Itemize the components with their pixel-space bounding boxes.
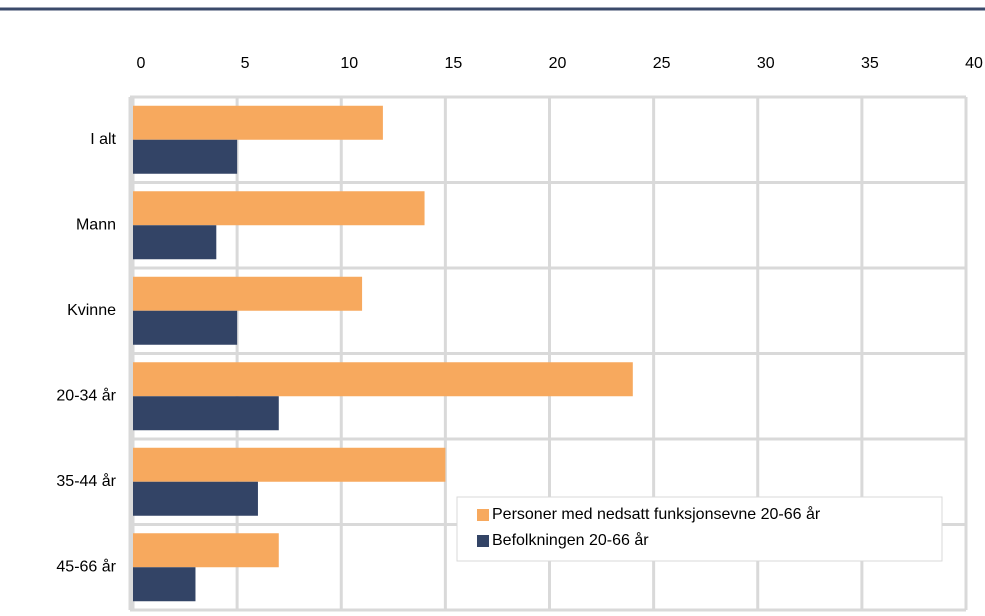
bar [133, 447, 446, 482]
y-tick-label: Kvinne [67, 302, 116, 319]
x-tick-label: 40 [965, 55, 983, 72]
x-tick-label: 10 [340, 55, 358, 72]
x-tick-label: 0 [137, 55, 146, 72]
y-tick-label: Mann [76, 216, 116, 233]
x-tick-label: 5 [241, 55, 250, 72]
bar [133, 139, 238, 174]
bar [133, 481, 258, 516]
x-tick-label: 30 [757, 55, 775, 72]
legend-label: Befolkningen 20-66 år [492, 531, 649, 549]
legend-box [456, 496, 943, 562]
y-tick-label: 45-66 år [56, 557, 116, 575]
x-tick-label: 25 [653, 55, 671, 72]
bar [133, 567, 196, 602]
y-tick-label: 20-34 år [56, 386, 116, 404]
bar [133, 362, 633, 397]
bar [133, 310, 238, 345]
y-tick-label: I alt [90, 131, 116, 148]
x-tick-label: 15 [444, 55, 462, 72]
legend-swatch [477, 535, 489, 547]
x-tick-label: 20 [549, 55, 567, 72]
legend-label: Personer med nedsatt funksjonsevne 20-66… [492, 505, 821, 523]
bar [133, 533, 279, 568]
legend-swatch [477, 509, 489, 521]
bar [133, 225, 217, 260]
x-tick-label: 35 [861, 55, 879, 72]
bar [133, 276, 363, 311]
bar [133, 105, 383, 140]
bar [133, 396, 279, 431]
y-tick-label: 35-44 år [56, 472, 116, 490]
bar [133, 191, 425, 226]
